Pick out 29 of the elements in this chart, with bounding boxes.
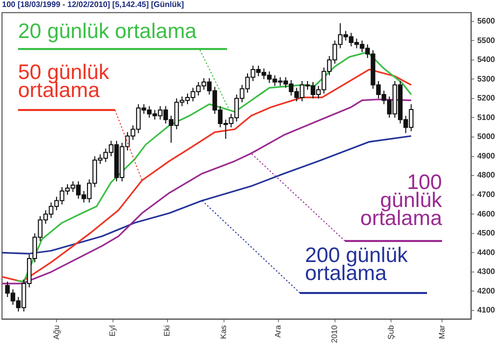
- y-tick-label: 4400: [477, 248, 496, 257]
- y-tick-label: 5500: [477, 36, 496, 45]
- x-tick-label: Mar: [437, 324, 446, 339]
- chart-title: 100 [18/03/1999 - 12/02/2010] [5,142.45] [Günlük]: [2, 0, 184, 10]
- text: 100 günlük ortalama: [360, 171, 442, 230]
- y-tick-label: 5400: [477, 55, 496, 64]
- y-tick-label: 4100: [477, 306, 496, 315]
- y-tick-label: 4300: [477, 267, 496, 276]
- x-tick-label: Eyl: [108, 324, 118, 336]
- y-tick-label: 5600: [477, 16, 496, 26]
- x-tick-label: Ara: [274, 324, 283, 338]
- y-tick-label: 4500: [477, 228, 496, 238]
- y-tick-label: 4600: [477, 209, 496, 218]
- y-tick-label: 4700: [477, 190, 496, 200]
- text: 50 günlük ortalama: [18, 61, 110, 102]
- y-tick-label: 4900: [477, 151, 496, 160]
- text: 200 günlük ortalama: [305, 244, 408, 285]
- y-tick-label: 5100: [477, 112, 496, 122]
- y-tick-label: 4800: [477, 170, 496, 180]
- y-tick-label: 4200: [477, 286, 496, 296]
- x-tick-label: Şub: [386, 324, 396, 340]
- y-tick-label: 5200: [477, 94, 496, 103]
- x-tick-label: 2010: [330, 324, 340, 343]
- text: 20 günlük ortalama: [18, 20, 197, 43]
- y-tick-label: 5000: [477, 132, 496, 142]
- x-tick-label: Ağu: [52, 325, 61, 340]
- x-tick-label: Kas: [219, 325, 228, 339]
- x-tick-label: Eki: [162, 324, 172, 336]
- y-tick-label: 5300: [477, 74, 496, 84]
